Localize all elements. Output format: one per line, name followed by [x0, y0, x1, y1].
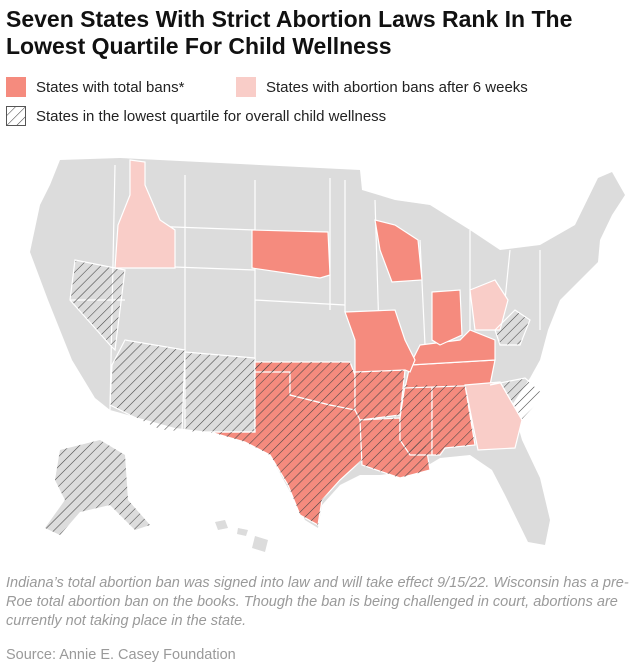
lowest-quartile-hatching	[69, 259, 546, 525]
footnote: Indiana’s total abortion ban was signed …	[6, 575, 629, 629]
legend-item: States with total bans*	[6, 77, 184, 97]
legend-label: States with total bans*	[36, 78, 185, 96]
legend-item: States with abortion bans after 6 weeks	[236, 77, 528, 97]
legend-swatch	[236, 77, 256, 97]
legend-swatch	[6, 106, 26, 126]
base-land	[30, 158, 625, 552]
source: Source: Annie E. Casey Foundation	[6, 647, 236, 663]
legend-label: States in the lowest quartile for overal…	[36, 107, 387, 125]
legend-item: States in the lowest quartile for overal…	[6, 106, 386, 126]
legend-label: States with abortion bans after 6 weeks	[266, 78, 528, 96]
six-week-ban-states	[114, 159, 523, 451]
legend-swatch	[6, 77, 26, 97]
title: Seven States With Strict Abortion Laws R…	[6, 6, 573, 59]
us-map	[30, 158, 625, 552]
